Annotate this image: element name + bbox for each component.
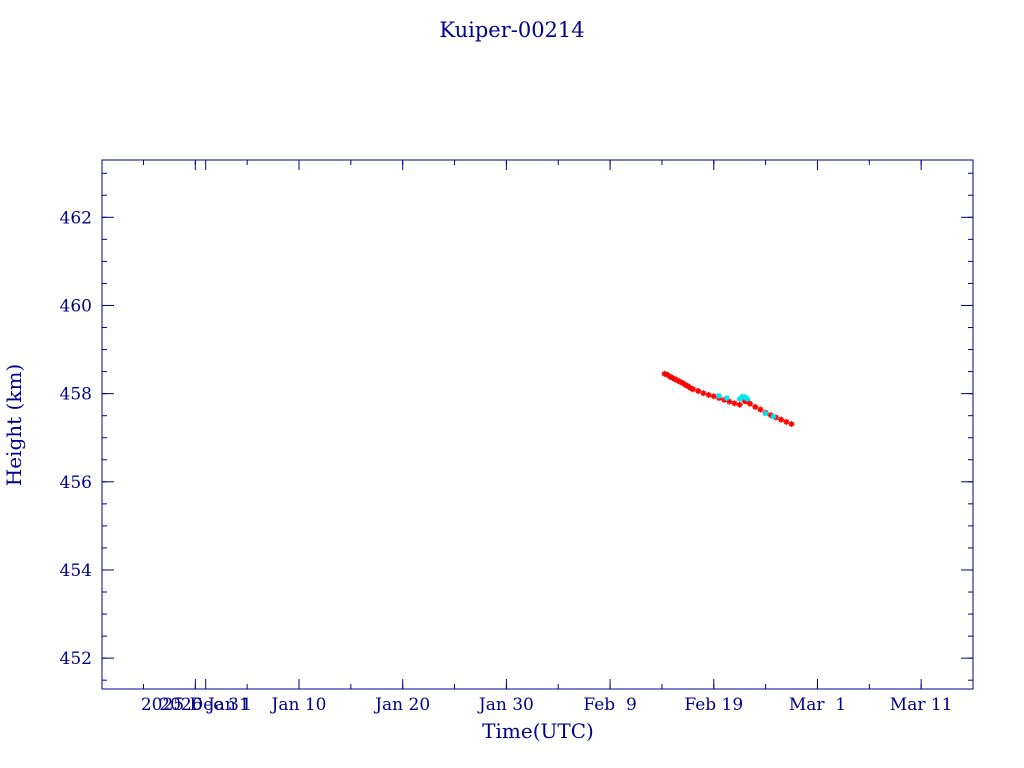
data-point: [770, 413, 777, 420]
data-point: [679, 380, 686, 387]
data-point: [666, 373, 673, 380]
data-point: [682, 381, 689, 388]
x-tick-label-feb-19: Feb 19: [684, 695, 743, 715]
data-point: [731, 400, 738, 407]
data-point: [690, 386, 697, 393]
data-point: [715, 392, 722, 399]
x-tick-label-2026-jan-1: 2026 Jan 1: [159, 695, 252, 715]
data-point: [700, 390, 707, 397]
data-point: [783, 418, 790, 425]
x-tick-label-2025-dec-31: 2025 Dec 31: [141, 695, 250, 715]
data-point: [762, 410, 769, 417]
data-point: [767, 412, 774, 419]
data-point: [710, 393, 717, 400]
data-point: [778, 416, 785, 423]
x-axis-label: Time(UTC): [482, 719, 594, 743]
y-tick-label-452: 452: [60, 649, 92, 669]
data-point: [741, 394, 748, 401]
data-point: [723, 395, 730, 402]
x-tick-label-mar-1: Mar 1: [789, 695, 846, 715]
y-tick-label-458: 458: [60, 385, 92, 405]
data-point: [687, 384, 694, 391]
x-tick-label-feb-9: Feb 9: [583, 695, 636, 715]
y-tick-label-462: 462: [60, 208, 92, 228]
x-tick-label-mar-11: Mar 11: [890, 695, 953, 715]
x-tick-label-jan-10: Jan 10: [270, 695, 327, 715]
series: [661, 370, 795, 428]
y-ticks: 452 454 456 458 460 462: [60, 172, 973, 681]
y-tick-label-460: 460: [60, 296, 92, 316]
data-point: [677, 378, 684, 385]
x-tick-label-jan-20: Jan 20: [373, 695, 430, 715]
data-point: [671, 376, 678, 383]
data-point: [695, 387, 702, 394]
series-1: [715, 392, 777, 420]
data-point: [721, 396, 728, 403]
y-tick-label-454: 454: [60, 561, 92, 581]
y-axis-label: Height (km): [2, 364, 26, 486]
data-point: [772, 414, 779, 421]
data-point: [788, 421, 795, 428]
data-point: [684, 383, 691, 390]
data-point: [747, 400, 754, 407]
data-point: [674, 377, 681, 384]
data-point: [752, 403, 759, 410]
data-point: [736, 395, 743, 402]
x-tick-label-jan-30: Jan 30: [477, 695, 534, 715]
y-tick-label-456: 456: [60, 473, 92, 493]
data-point: [661, 370, 668, 377]
data-point: [705, 391, 712, 398]
data-point: [669, 374, 676, 381]
data-point: [664, 371, 671, 378]
chart-title: Kuiper-00214: [439, 18, 584, 42]
plot-frame: [101, 159, 974, 690]
data-point: [726, 398, 733, 405]
data-point: [744, 395, 751, 402]
data-point: [757, 406, 764, 413]
data-point: [736, 401, 743, 408]
